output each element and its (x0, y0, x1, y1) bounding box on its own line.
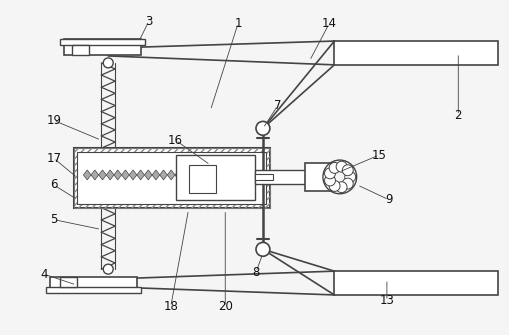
Circle shape (344, 172, 355, 182)
Bar (334, 271, 497, 295)
Text: 18: 18 (163, 300, 178, 313)
Bar (188, 165, 216, 193)
Bar (73, 148, 269, 208)
Polygon shape (106, 170, 114, 180)
Circle shape (335, 182, 346, 193)
Text: 15: 15 (371, 149, 386, 161)
Text: 7: 7 (273, 99, 281, 112)
Circle shape (328, 181, 340, 191)
Bar (60, 277, 77, 287)
Polygon shape (91, 170, 99, 180)
Circle shape (256, 121, 269, 135)
Bar (175, 155, 254, 200)
Text: 5: 5 (50, 213, 57, 226)
Polygon shape (99, 170, 106, 180)
Text: 3: 3 (145, 15, 152, 28)
Text: 19: 19 (46, 114, 61, 127)
Circle shape (256, 243, 269, 256)
Text: 8: 8 (252, 266, 259, 279)
Text: 13: 13 (379, 294, 393, 308)
Text: 9: 9 (384, 193, 392, 206)
Text: 14: 14 (321, 17, 336, 30)
Circle shape (103, 264, 113, 274)
Bar (64, 39, 140, 55)
Text: 20: 20 (217, 300, 232, 313)
Polygon shape (167, 170, 175, 180)
Polygon shape (136, 170, 144, 180)
Text: 16: 16 (168, 134, 183, 147)
Bar (334, 41, 497, 65)
Polygon shape (83, 170, 91, 180)
Bar (71, 45, 89, 55)
Polygon shape (144, 170, 152, 180)
Polygon shape (159, 170, 167, 180)
Text: 6: 6 (50, 178, 58, 191)
Bar (254, 170, 312, 184)
Bar (77, 152, 265, 204)
Bar (46, 287, 140, 293)
Bar (304, 163, 332, 191)
Polygon shape (152, 170, 159, 180)
Circle shape (324, 168, 335, 179)
Circle shape (342, 178, 353, 189)
Circle shape (335, 161, 346, 172)
Bar (49, 277, 137, 293)
Polygon shape (121, 170, 129, 180)
Polygon shape (114, 170, 121, 180)
Bar (60, 39, 145, 45)
Text: 2: 2 (454, 109, 461, 122)
Circle shape (342, 165, 353, 176)
Text: 1: 1 (234, 17, 241, 30)
Bar (254, 174, 272, 180)
Circle shape (324, 175, 335, 186)
Text: 4: 4 (40, 268, 47, 281)
Circle shape (103, 58, 113, 68)
Text: 17: 17 (46, 151, 61, 164)
Polygon shape (129, 170, 136, 180)
Bar (73, 148, 269, 208)
Polygon shape (175, 170, 182, 180)
Circle shape (328, 162, 340, 173)
